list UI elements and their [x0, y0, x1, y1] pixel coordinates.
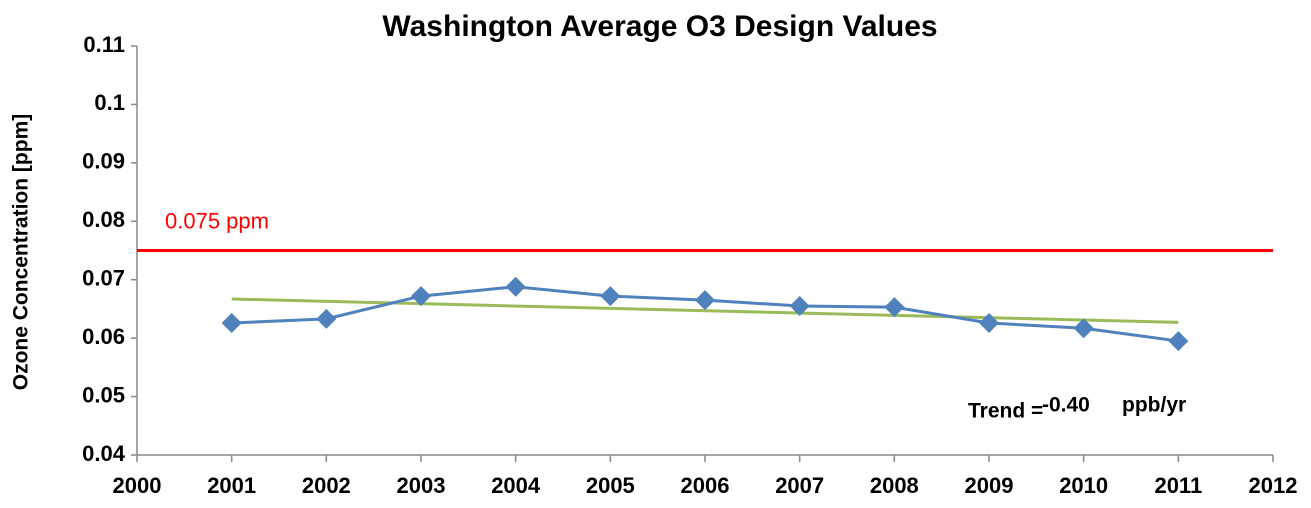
x-tick-label: 2011	[1154, 473, 1202, 498]
x-tick-label: 2002	[302, 473, 351, 498]
y-tick-label: 0.1	[94, 90, 125, 115]
annotation-unit: ppb/yr	[1122, 394, 1186, 417]
y-tick-label: 0.05	[82, 382, 125, 407]
x-tick-label: 2003	[397, 473, 446, 498]
y-tick-label: 0.04	[82, 441, 126, 466]
marker	[505, 276, 526, 297]
x-tick-label: 2008	[870, 473, 919, 498]
x-tick-label: 2009	[965, 473, 1014, 498]
reference-label: 0.075 ppm	[165, 208, 269, 233]
y-tick-label: 0.08	[82, 207, 125, 232]
x-tick-label: 2012	[1249, 473, 1298, 498]
x-tick-label: 2006	[681, 473, 730, 498]
marker	[1073, 318, 1094, 339]
marker	[221, 312, 242, 333]
x-tick-label: 2010	[1059, 473, 1108, 498]
x-tick-label: 2007	[775, 473, 824, 498]
marker	[979, 312, 999, 333]
annotation-label: Trend =	[968, 400, 1043, 423]
marker	[1168, 331, 1189, 352]
marker	[695, 290, 715, 311]
y-tick-label: 0.07	[82, 266, 125, 291]
marker	[789, 296, 810, 317]
x-tick-label: 2004	[491, 473, 541, 498]
marker	[884, 297, 905, 318]
x-tick-label: 2001	[207, 473, 256, 498]
chart-title: Washington Average O3 Design Values	[382, 10, 937, 43]
y-tick-label: 0.06	[82, 324, 125, 349]
y-tick-label: 0.11	[83, 32, 125, 57]
x-tick-label: 2005	[586, 473, 635, 498]
marker	[411, 286, 431, 307]
annotation-value: -0.40	[1042, 394, 1090, 417]
y-tick-label: 0.09	[82, 149, 125, 174]
y-axis-label: Ozone Concentration [ppm]	[10, 114, 33, 391]
marker	[316, 308, 337, 329]
x-tick-label: 2000	[113, 473, 162, 498]
marker	[600, 286, 621, 307]
